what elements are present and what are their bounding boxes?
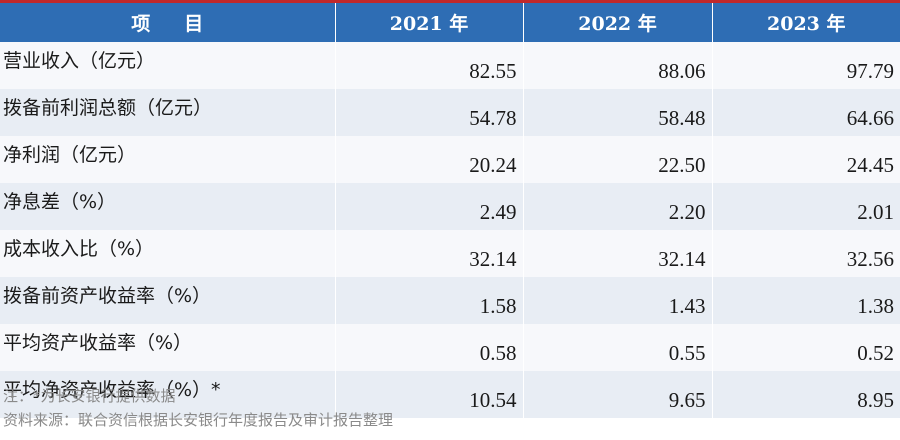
table-row: 净息差（%） 2.49 2.20 2.01 [0,183,900,230]
cell-value: 32.14 [523,230,713,277]
cell-value: 0.55 [523,324,713,371]
table-row: 营业收入（亿元） 82.55 88.06 97.79 [0,42,900,89]
cell-value: 1.58 [335,277,524,324]
row-label: 平均净资产收益率（%）* [0,371,336,418]
column-header-2023: 2023 年 [712,3,900,42]
cell-value: 10.54 [335,371,524,418]
cell-value: 20.24 [335,136,524,183]
cell-value: 0.52 [712,324,900,371]
column-header-item: 项目 [0,3,336,42]
column-header-2021: 2021 年 [335,3,524,42]
cell-value: 24.45 [712,136,900,183]
cell-value: 2.49 [335,183,524,230]
cell-value: 88.06 [523,42,713,89]
column-header-2022: 2022 年 [523,3,713,42]
cell-value: 9.65 [523,371,713,418]
row-label: 净利润（亿元） [0,136,336,183]
table-row: 净利润（亿元） 20.24 22.50 24.45 [0,136,900,183]
row-label: 拨备前利润总额（亿元） [0,89,336,136]
cell-value: 32.14 [335,230,524,277]
cell-value: 32.56 [712,230,900,277]
row-label: 拨备前资产收益率（%） [0,277,336,324]
cell-value: 2.01 [712,183,900,230]
cell-value: 54.78 [335,89,524,136]
row-label: 成本收入比（%） [0,230,336,277]
financial-table: 项目 2021 年 2022 年 2023 年 营业收入（亿元） 82.55 8… [0,3,900,418]
cell-value: 1.38 [712,277,900,324]
table-row: 拨备前利润总额（亿元） 54.78 58.48 64.66 [0,89,900,136]
cell-value: 97.79 [712,42,900,89]
cell-value: 0.58 [335,324,524,371]
cell-value: 8.95 [712,371,900,418]
footnote: 注：*为长安银行提供数据 [3,387,176,405]
cell-value: 64.66 [712,89,900,136]
table-row: 成本收入比（%） 32.14 32.14 32.56 [0,230,900,277]
cell-value: 2.20 [523,183,713,230]
cell-value: 82.55 [335,42,524,89]
cell-value: 22.50 [523,136,713,183]
table-header-row: 项目 2021 年 2022 年 2023 年 [0,3,900,42]
row-label: 平均资产收益率（%） [0,324,336,371]
source-note: 资料来源：联合资信根据长安银行年度报告及审计报告整理 [3,411,394,429]
table-row: 平均净资产收益率（%）* 10.54 9.65 8.95 [0,371,900,418]
row-label: 营业收入（亿元） [0,42,336,89]
row-label: 净息差（%） [0,183,336,230]
table-row: 平均资产收益率（%） 0.58 0.55 0.52 [0,324,900,371]
top-rule [0,0,900,3]
table-notes: 注：*为长安银行提供数据 资料来源：联合资信根据长安银行年度报告及审计报告整理 [3,384,393,432]
cell-value: 58.48 [523,89,713,136]
table-row: 拨备前资产收益率（%） 1.58 1.43 1.38 [0,277,900,324]
cell-value: 1.43 [523,277,713,324]
